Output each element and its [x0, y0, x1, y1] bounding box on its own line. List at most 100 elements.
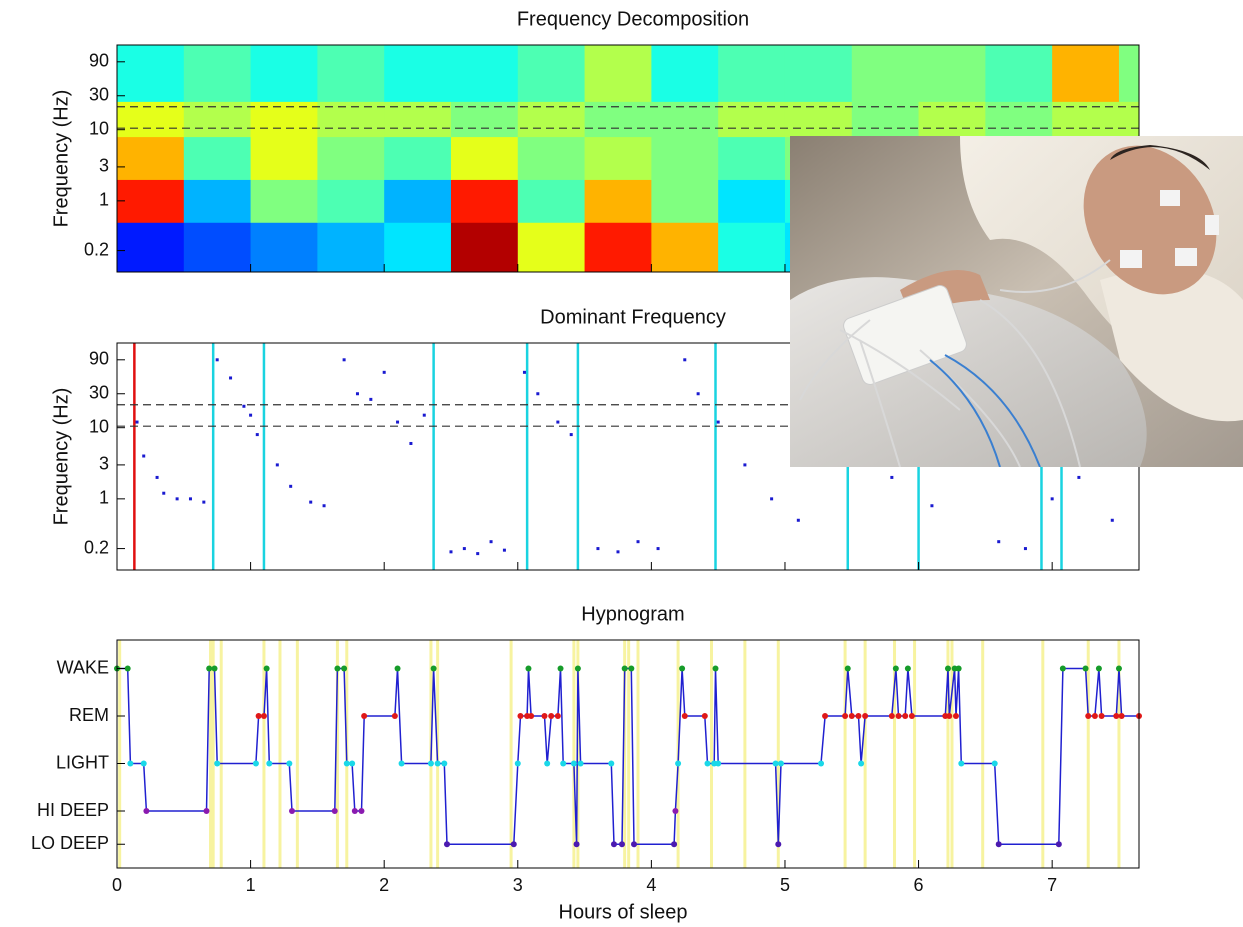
state-dot	[862, 713, 869, 719]
x-tick-label: 4	[646, 875, 656, 895]
point	[489, 540, 493, 544]
state-dot	[514, 760, 521, 767]
x-tick-label: 6	[914, 875, 924, 895]
y-tick-label: 3	[99, 454, 109, 474]
heat-cell	[450, 179, 519, 223]
state-dot	[671, 841, 678, 848]
y-tick-label: 3	[99, 156, 109, 176]
point	[616, 550, 620, 554]
state-dot	[908, 713, 915, 719]
state-dot	[560, 760, 567, 767]
point	[202, 500, 206, 504]
heat-cell	[183, 45, 252, 102]
state-dot	[289, 808, 296, 814]
point	[1050, 497, 1054, 501]
state-dot	[252, 760, 259, 767]
electrode	[1175, 248, 1197, 266]
point	[890, 475, 894, 479]
state-dot	[211, 665, 218, 672]
state-dot	[573, 841, 580, 848]
point	[556, 420, 560, 424]
heat-cell	[985, 45, 1053, 102]
state-dot	[398, 760, 405, 767]
state-dot	[124, 665, 131, 672]
point	[536, 392, 540, 396]
state-dot	[1091, 713, 1098, 719]
state-dot	[704, 760, 711, 767]
heat-cell	[584, 136, 652, 180]
heat-cell	[718, 136, 786, 180]
state-dot	[441, 760, 448, 767]
x-tick-label: 5	[780, 875, 790, 895]
state-dot	[1115, 665, 1122, 672]
state-dot	[777, 760, 784, 767]
heat-cell	[384, 179, 452, 223]
state-dot	[715, 760, 722, 767]
state-dot	[902, 713, 909, 719]
point	[249, 413, 253, 417]
electrode	[1120, 250, 1142, 268]
state-dot	[334, 665, 341, 672]
point	[656, 547, 660, 551]
y-tick-label: 1	[99, 488, 109, 508]
point	[155, 475, 159, 479]
point	[355, 392, 359, 396]
state-dot	[391, 713, 398, 719]
state-dot	[349, 760, 356, 767]
heat-cell	[384, 136, 452, 180]
state-dot	[1118, 713, 1125, 719]
state-dot	[1082, 665, 1089, 672]
state-dot	[554, 713, 561, 719]
heat-cell	[718, 179, 786, 223]
y-tick-label: 0.2	[84, 239, 109, 259]
state-dot	[266, 760, 273, 767]
state-dot	[1098, 713, 1105, 719]
point	[476, 552, 480, 556]
state-dot	[618, 841, 625, 848]
heat-cell	[651, 45, 719, 102]
point	[930, 504, 934, 508]
heat-cell	[918, 45, 986, 102]
heat-cell	[183, 136, 252, 180]
point	[409, 441, 413, 445]
state-dot	[955, 665, 962, 672]
state-dot	[341, 665, 348, 672]
y-tick-label: 30	[89, 382, 109, 402]
state-dot	[358, 808, 365, 814]
state-dot	[944, 665, 951, 672]
state-dot	[263, 665, 270, 672]
point	[175, 497, 179, 501]
point	[743, 463, 747, 467]
point	[188, 497, 192, 501]
point	[342, 358, 346, 362]
heat-cell	[450, 136, 519, 180]
state-dot	[1113, 713, 1120, 719]
heat-cell	[584, 45, 652, 102]
state-dot	[855, 713, 862, 719]
point	[242, 404, 246, 408]
x-tick-label: 3	[513, 875, 523, 895]
state-dot	[140, 760, 147, 767]
point	[396, 420, 400, 424]
heat-cell	[117, 45, 185, 102]
chart-title: Dominant Frequency	[540, 306, 726, 328]
heat-cell	[250, 45, 318, 102]
heat-cell	[384, 45, 452, 102]
x-axis-label: Hours of sleep	[559, 901, 688, 923]
state-dot	[434, 760, 441, 767]
point	[255, 433, 259, 437]
state-dot	[621, 665, 628, 672]
point	[796, 518, 800, 522]
heat-cell	[117, 136, 185, 180]
y-tick-label: 0.2	[84, 537, 109, 557]
state-dot	[203, 808, 210, 814]
x-tick-label: 2	[379, 875, 389, 895]
pillow-front	[1100, 268, 1243, 422]
y-tick-label: 1	[99, 190, 109, 210]
state-dot	[858, 760, 865, 767]
heat-cell	[183, 179, 252, 223]
state-dot	[541, 713, 548, 719]
wires	[799, 259, 1111, 467]
